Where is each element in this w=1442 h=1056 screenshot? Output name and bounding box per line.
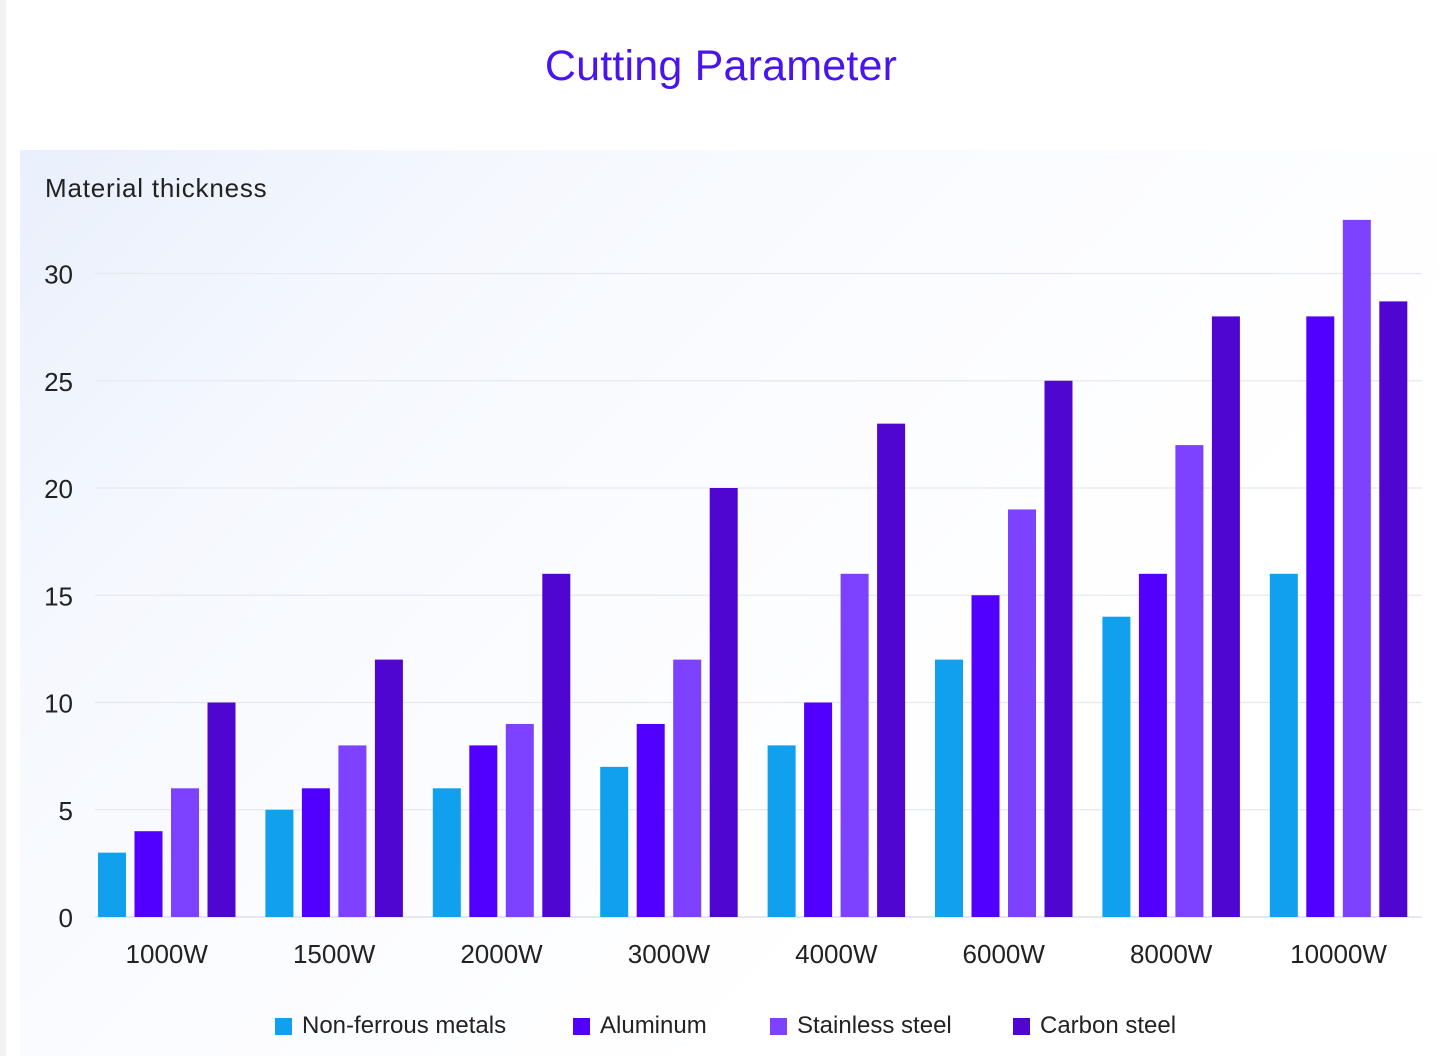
- y-tick-label: 25: [44, 367, 73, 397]
- legend-label: Stainless steel: [797, 1012, 952, 1039]
- y-tick-label: 30: [44, 260, 73, 290]
- bar-non-ferrous-metals-1500w: [265, 809, 294, 917]
- bar-non-ferrous-metals-4000w: [767, 745, 796, 917]
- bar-non-ferrous-metals-6000w: [935, 659, 963, 917]
- y-tick-label: 5: [59, 796, 73, 826]
- legend-label: Non-ferrous metals: [302, 1012, 507, 1039]
- bar-non-ferrous-metals-1000w: [98, 852, 126, 917]
- bar-carbon-steel-2000w: [542, 573, 571, 917]
- x-tick-label: 1000W: [126, 939, 209, 969]
- bar-carbon-steel-8000w: [1211, 316, 1240, 917]
- bar-stainless-steel-4000w: [840, 573, 869, 917]
- bar-stainless-steel-2000w: [505, 723, 534, 917]
- bar-aluminum-1000w: [134, 831, 163, 917]
- bar-carbon-steel-1500w: [374, 659, 403, 917]
- legend-item[interactable]: Aluminum: [573, 1012, 707, 1040]
- left-edge-strip: [0, 0, 6, 1056]
- y-axis-ticks: 0 5 10 15 20 25 30: [44, 260, 73, 934]
- bar-aluminum-10000w: [1306, 316, 1335, 917]
- x-axis-ticks: 1000W 1500W 2000W 3000W 4000W 6000W 8000W 10000…: [126, 939, 1388, 969]
- legend-swatch: [573, 1017, 590, 1035]
- bar-non-ferrous-metals-3000w: [600, 766, 629, 917]
- bar-carbon-steel-10000w: [1379, 301, 1408, 917]
- bar-stainless-steel-8000w: [1175, 445, 1204, 917]
- y-tick-label: 10: [44, 689, 73, 719]
- legend-swatch: [1013, 1017, 1030, 1035]
- bar-stainless-steel-3000w: [673, 659, 702, 917]
- legend-item[interactable]: Carbon steel: [1013, 1012, 1176, 1040]
- bar-carbon-steel-6000w: [1044, 380, 1073, 917]
- bar-non-ferrous-metals-2000w: [432, 788, 461, 917]
- y-tick-label: 0: [59, 903, 73, 933]
- chart-title: Cutting Parameter: [544, 42, 898, 90]
- y-tick-label: 15: [44, 581, 73, 611]
- x-tick-label: 8000W: [1130, 939, 1213, 969]
- bar-non-ferrous-metals-10000w: [1269, 573, 1298, 917]
- x-tick-label: 4000W: [795, 939, 878, 969]
- bar-aluminum-2000w: [469, 745, 498, 917]
- legend-swatch: [275, 1017, 292, 1035]
- bar-aluminum-1500w: [301, 788, 330, 917]
- bar-stainless-steel-10000w: [1342, 219, 1371, 917]
- bar-non-ferrous-metals-8000w: [1102, 616, 1131, 917]
- bar-carbon-steel-1000w: [207, 702, 236, 917]
- bar-aluminum-4000w: [804, 702, 833, 917]
- bar-carbon-steel-4000w: [877, 423, 906, 917]
- bar-carbon-steel-3000w: [709, 488, 738, 917]
- bar-stainless-steel-1000w: [171, 788, 199, 917]
- x-tick-label: 2000W: [460, 939, 543, 969]
- x-tick-label: 6000W: [963, 939, 1046, 969]
- y-tick-label: 20: [44, 474, 73, 504]
- bar-aluminum-8000w: [1138, 573, 1167, 917]
- x-tick-label: 1500W: [293, 939, 376, 969]
- bar-aluminum-6000w: [971, 595, 1000, 917]
- bar-stainless-steel-6000w: [1008, 509, 1036, 917]
- x-tick-label: 10000W: [1290, 939, 1387, 969]
- legend: Non-ferrous metals Aluminum Stainless stee…: [0, 1012, 1442, 1042]
- y-axis-title: Material thickness: [45, 173, 267, 203]
- x-tick-label: 3000W: [628, 939, 711, 969]
- legend-label: Aluminum: [600, 1012, 707, 1039]
- legend-item[interactable]: Stainless steel: [770, 1012, 952, 1040]
- legend-item[interactable]: Non-ferrous metals: [275, 1012, 506, 1040]
- bar-aluminum-3000w: [636, 723, 665, 917]
- bars: [98, 219, 1408, 917]
- legend-swatch: [770, 1017, 787, 1035]
- legend-label: Carbon steel: [1040, 1012, 1177, 1039]
- bar-stainless-steel-1500w: [338, 745, 367, 917]
